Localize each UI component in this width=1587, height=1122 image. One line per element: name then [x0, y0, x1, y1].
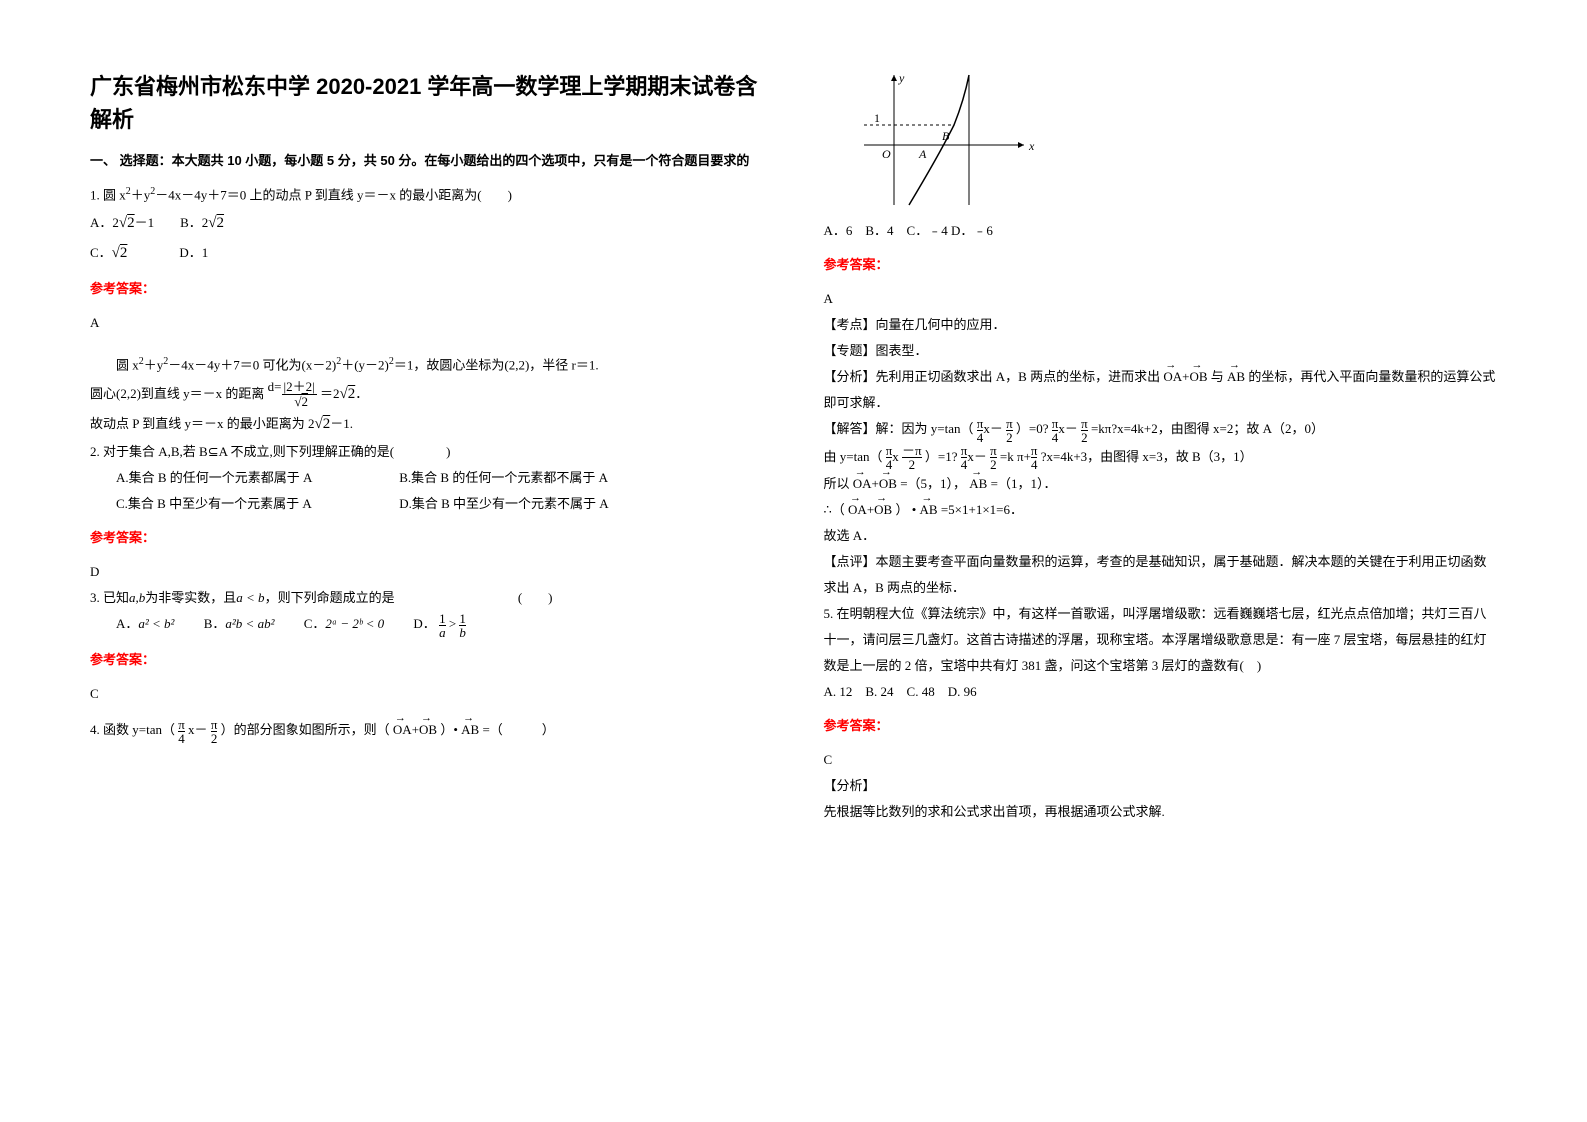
- q5-options: A. 12 B. 24 C. 48 D. 96: [824, 679, 1498, 705]
- q1-answer-label: 参考答案：: [90, 276, 764, 302]
- q5-stem: 5. 在明朝程大位《算法统宗》中，有这样一首歌谣，叫浮屠增级歌：远看巍巍塔七层，…: [824, 601, 1498, 679]
- q1-exp3: 故动点 P 到直线 y＝－x 的最小距离为 2√2－1.: [90, 409, 764, 439]
- q1-exp1: 圆 x2＋y2－4x－4y＋7＝0 可化为(x－2)2＋(y－2)2＝1，故圆心…: [90, 352, 764, 378]
- svg-text:B: B: [942, 129, 950, 143]
- q4-jieda-1: 【解答】解：因为 y=tan（ π4x－ π2 ）=0? π4x－ π2 =kπ…: [824, 416, 1498, 444]
- exam-title: 广东省梅州市松东中学 2020-2021 学年高一数学理上学期期末试卷含解析: [90, 70, 764, 136]
- q1-exp2: 圆心(2,2)到直线 y＝－x 的距离 d=|2＋2| √2 ＝2√2．: [90, 379, 764, 410]
- q5-fenxi-label: 【分析】: [824, 773, 1498, 799]
- svg-text:y: y: [898, 71, 905, 85]
- q4-fenxi: 【分析】先利用正切函数求出 A，B 两点的坐标，进而求出 →OA+→OB 与 →…: [824, 364, 1498, 416]
- q4-stem: 4. 函数 y=tan（ π 4 x－ π 2 ）的部分图象如图所示，则（ →O…: [90, 717, 764, 745]
- q1-options-line2: C．√2 D．1: [90, 238, 764, 268]
- q4-zhuanti: 【专题】图表型．: [824, 338, 1498, 364]
- svg-text:1: 1: [874, 111, 880, 125]
- q2-row1: A.集合 B 的任何一个元素都属于 A B.集合 B 的任何一个元素都不属于 A: [90, 465, 764, 491]
- q4-jieda-4: ∴（ →OA+→OB ） • →AB =5×1+1×1=6．: [824, 497, 1498, 523]
- q1-options-line1: A．2√2－1 B．2√2: [90, 208, 764, 238]
- q4-kaodian: 【考点】向量在几何中的应用．: [824, 312, 1498, 338]
- q4-jieda-2: 由 y=tan（ π4x －π2 ）=1? π4x－ π2 =k π+π4 ?x…: [824, 444, 1498, 472]
- svg-text:O: O: [882, 147, 891, 161]
- q3-options: A．a² < b² B．a²b < ab² C．2ᵃ − 2ᵇ < 0 D． 1…: [90, 611, 764, 639]
- q3-stem: 3. 已知a,b为非零实数，且a < b，则下列命题成立的是 ( ): [90, 585, 764, 611]
- q2-row2: C.集合 B 中至少有一个元素属于 A D.集合 B 中至少有一个元素不属于 A: [90, 491, 764, 517]
- svg-text:x: x: [1028, 139, 1035, 153]
- q4-dianping: 【点评】本题主要考查平面向量数量积的运算，考查的是基础知识，属于基础题．解决本题…: [824, 549, 1498, 601]
- q3-answer: C: [90, 681, 764, 707]
- q2-answer: D: [90, 559, 764, 585]
- q4-options: A．6 B．4 C．﹣4 D．﹣6: [824, 218, 1498, 244]
- q1-answer: A: [90, 310, 764, 336]
- q2-stem: 2. 对于集合 A,B,若 B⊆A 不成立,则下列理解正确的是( ): [90, 439, 764, 465]
- q5-fenxi: 先根据等比数列的求和公式求出首项，再根据通项公式求解.: [824, 799, 1498, 825]
- svg-text:A: A: [918, 147, 927, 161]
- q4-graph: x y O 1 A B: [844, 70, 1044, 210]
- q4-answer-label: 参考答案：: [824, 252, 1498, 278]
- q1-stem: 1. 圆 x2＋y2－4x－4y＋7＝0 上的动点 P 到直线 y＝－x 的最小…: [90, 182, 764, 208]
- q4-answer: A: [824, 286, 1498, 312]
- q2-answer-label: 参考答案：: [90, 525, 764, 551]
- section-1-heading: 一、 选择题：本大题共 10 小题，每小题 5 分，共 50 分。在每小题给出的…: [90, 148, 764, 174]
- q5-answer-label: 参考答案：: [824, 713, 1498, 739]
- q5-answer: C: [824, 747, 1498, 773]
- q3-answer-label: 参考答案：: [90, 647, 764, 673]
- q4-jieda-5: 故选 A．: [824, 523, 1498, 549]
